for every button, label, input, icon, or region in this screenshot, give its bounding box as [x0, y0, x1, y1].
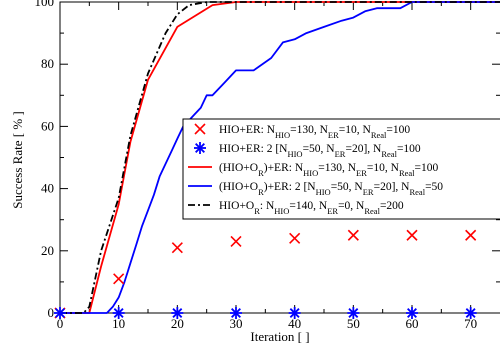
legend-label-part: ER [335, 149, 346, 159]
data-point [171, 242, 183, 254]
legend-label-part: =100 [386, 124, 410, 136]
legend-label-part: (HIO+O [219, 181, 258, 193]
data-point [54, 307, 66, 319]
y-axis-label: Success Rate [ % ] [10, 111, 25, 208]
data-point [171, 307, 184, 319]
legend-label-part: =50, N [303, 143, 336, 155]
legend-label: (HIO+OR)+ER: NHIO=130, NER=10, NReal=100 [219, 162, 439, 178]
legend-label-part: R [258, 187, 264, 197]
legend-label-part: Real [364, 206, 380, 216]
y-tick-label: 100 [35, 0, 55, 9]
data-point [406, 307, 418, 319]
legend-label-part: =100 [415, 162, 439, 174]
legend-label-part: HIO+ER: N [219, 124, 276, 136]
legend-label-part: (HIO+O [219, 162, 258, 174]
legend-item: (HIO+OR)+ER: 2 [NHIO=50, NER=20], NReal=… [188, 181, 443, 197]
legend-label-part: ER [327, 206, 338, 216]
legend-label: HIO+ER: NHIO=130, NER=10, NReal=100 [219, 124, 410, 140]
legend-label-part: =50 [425, 181, 443, 193]
legend-symbol [194, 142, 206, 154]
y-tick-label: 0 [48, 305, 55, 320]
data-point [347, 229, 359, 241]
y-tick-label: 20 [41, 243, 54, 258]
series-markers-1 [54, 307, 477, 319]
legend-label-part: ER [363, 187, 374, 197]
legend-label-part: )+ER: N [264, 162, 304, 174]
legend-label-part: HIO [275, 130, 290, 140]
legend-label-part: =130, N [290, 124, 328, 136]
x-tick-label: 60 [406, 316, 419, 331]
data-point [347, 307, 360, 319]
legend-label-part: Real [409, 187, 425, 197]
x-axis-label: Iteration [ ] [250, 329, 309, 344]
legend-label-part: ER [328, 130, 339, 140]
series-layer [54, 1, 500, 319]
x-tick-label: 30 [230, 316, 243, 331]
legend-label-part: =200 [380, 200, 404, 212]
data-point [112, 307, 125, 319]
series-line-4 [60, 1, 500, 314]
data-point [288, 307, 301, 319]
legend-label-part: HIO+ER: 2 [N [219, 143, 288, 155]
data-point [289, 232, 301, 244]
legend-label-part: =0, N [338, 200, 365, 212]
legend: HIO+ER: NHIO=130, NER=10, NReal=100HIO+E… [182, 118, 500, 220]
data-point [464, 307, 477, 319]
x-tick-label: 20 [171, 316, 184, 331]
data-point [113, 273, 125, 285]
legend-label-part: HIO [287, 149, 302, 159]
series-line-2 [60, 1, 500, 314]
legend-label-part: HIO+O [219, 200, 254, 212]
legend-item: HIO+ER: NHIO=130, NER=10, NReal=100 [194, 123, 410, 140]
legend-label-part: HIO [303, 168, 318, 178]
legend-label-part: Real [371, 130, 387, 140]
data-point [406, 229, 418, 241]
legend-label-part: ER [356, 168, 367, 178]
data-point [230, 235, 242, 248]
legend-item: HIO+OR: NHIO=140, NER=0, NReal=200 [188, 200, 404, 216]
x-tick-label: 70 [464, 316, 477, 331]
y-tick-label: 40 [41, 181, 54, 196]
legend-label-part: =20], N [374, 181, 411, 193]
legend-label-part: =100 [397, 143, 421, 155]
x-tick-label: 10 [112, 316, 125, 331]
legend-item: (HIO+OR)+ER: NHIO=130, NER=10, NReal=100 [188, 162, 439, 178]
legend-label: HIO+ER: 2 [NHIO=50, NER=20], NReal=100 [219, 143, 421, 159]
data-point [465, 229, 477, 241]
series-line-3 [60, 1, 500, 314]
data-point [230, 307, 242, 319]
legend-label-part: =20], N [345, 143, 382, 155]
legend-label-part: HIO [274, 206, 289, 216]
legend-label-part: Real [399, 168, 415, 178]
axis-tick-labels: 0 10 20 30 40 50 60 70 0 20 40 60 80 100 [35, 0, 478, 331]
legend-label-part: R [254, 206, 260, 216]
y-tick-label: 80 [41, 56, 54, 71]
legend-label-part: HIO [316, 187, 331, 197]
legend-item: HIO+ER: 2 [NHIO=50, NER=20], NReal=100 [194, 142, 421, 159]
legend-label-part: =10, N [367, 162, 400, 174]
legend-label: HIO+OR: NHIO=140, NER=0, NReal=200 [219, 200, 404, 216]
legend-label-part: : N [260, 200, 275, 212]
legend-label-part: R [258, 168, 264, 178]
legend-label-part: =10, N [339, 124, 372, 136]
legend-label-part: =140, N [289, 200, 327, 212]
y-tick-label: 60 [41, 118, 54, 133]
x-tick-label: 0 [57, 316, 64, 331]
legend-box [182, 118, 500, 220]
legend-label: (HIO+OR)+ER: 2 [NHIO=50, NER=20], NReal=… [219, 181, 443, 197]
legend-label-part: =50, N [331, 181, 364, 193]
x-tick-label: 40 [288, 316, 301, 331]
legend-label-part: )+ER: 2 [N [264, 181, 317, 193]
series-markers-0 [54, 229, 477, 319]
legend-symbol [194, 123, 206, 135]
x-tick-label: 50 [347, 316, 360, 331]
legend-label-part: Real [381, 149, 397, 159]
legend-label-part: =130, N [318, 162, 356, 174]
